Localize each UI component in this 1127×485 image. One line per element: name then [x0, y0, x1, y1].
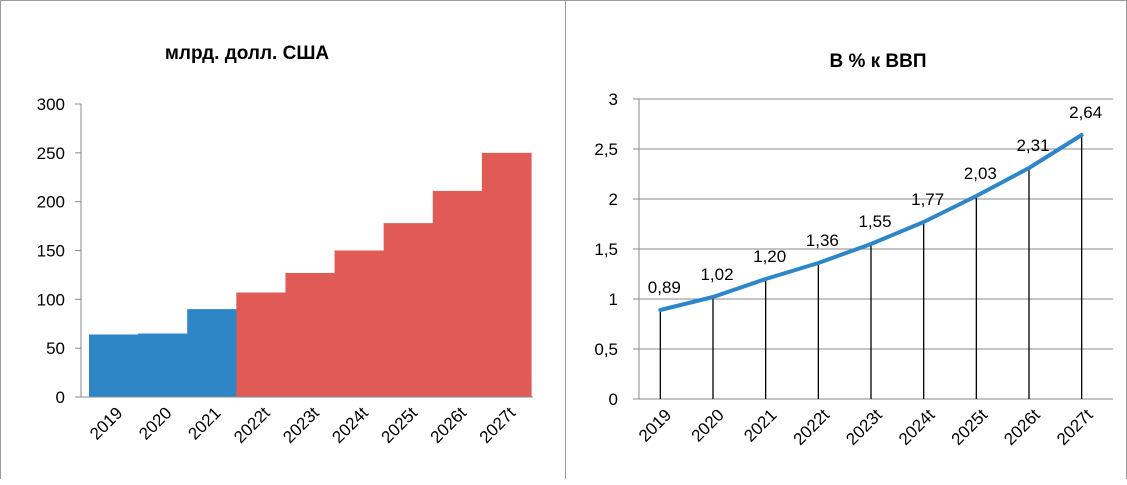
- x-tick-label: 2026t: [1000, 405, 1044, 449]
- bar: [481, 152, 532, 397]
- x-tick-label: 2027t: [476, 403, 520, 447]
- left-chart-panel: млрд. долл. США 0 50 100 150 200 250 300 2019 202…: [0, 0, 565, 479]
- y-tick-label: 2,5: [594, 140, 618, 159]
- data-label: 0,89: [648, 278, 681, 297]
- bar: [432, 190, 483, 397]
- chart-title: млрд. долл. США: [165, 43, 330, 64]
- data-label: 1,02: [700, 265, 733, 284]
- bar: [334, 250, 385, 397]
- x-tick-label: 2023t: [842, 405, 886, 449]
- x-tick-label: 2019: [86, 403, 126, 443]
- x-tick-label: 2023t: [279, 403, 323, 447]
- y-tick-label: 300: [37, 95, 65, 114]
- x-tick-label: 2024t: [328, 403, 372, 447]
- y-tick-label: 3: [609, 90, 618, 109]
- line-chart: В % к ВВП 0 0,5 1 1,5 2 2,5 3 0,89 1,02 1,20 1,36 1,…: [594, 51, 1113, 449]
- x-tick-label: 2022t: [790, 405, 834, 449]
- chart-title: В % к ВВП: [829, 51, 926, 72]
- x-tick-label: 2020: [688, 405, 728, 445]
- bar: [89, 334, 139, 397]
- data-label: 2,64: [1069, 103, 1102, 122]
- y-tick-label: 0: [56, 388, 65, 407]
- data-label: 1,55: [858, 212, 891, 231]
- y-tick-label: 2: [609, 190, 618, 209]
- x-tick-label: 2021: [740, 405, 780, 445]
- x-tick-label: 2024t: [895, 405, 939, 449]
- bar: [236, 292, 287, 397]
- y-tick-label: 200: [37, 193, 65, 212]
- x-tick-label: 2020: [135, 403, 175, 443]
- y-tick-label: 1: [609, 290, 618, 309]
- bar: [138, 333, 188, 397]
- data-label: 2,31: [1016, 136, 1049, 155]
- x-tick-label: 2019: [635, 405, 675, 445]
- right-chart-panel: В % к ВВП 0 0,5 1 1,5 2 2,5 3 0,89 1,02 1,20 1,36 1,…: [565, 0, 1127, 479]
- y-tick-label: 0: [609, 390, 618, 409]
- data-label: 1,20: [753, 247, 786, 266]
- data-label: 1,77: [911, 190, 944, 209]
- x-tick-label: 2025t: [378, 403, 422, 447]
- bar: [285, 272, 336, 397]
- x-tick-label: 2025t: [948, 405, 992, 449]
- bar: [383, 223, 434, 397]
- y-tick-label: 50: [46, 339, 65, 358]
- data-label: 1,36: [806, 231, 839, 250]
- x-tick-label: 2027t: [1053, 405, 1097, 449]
- y-tick-label: 250: [37, 144, 65, 163]
- x-tick-label: 2021: [184, 403, 224, 443]
- series-line: [658, 133, 1084, 312]
- x-tick-label: 2022t: [230, 403, 274, 447]
- x-tick-label: 2026t: [427, 403, 471, 447]
- data-label: 2,03: [964, 164, 997, 183]
- y-tick-label: 150: [37, 242, 65, 261]
- bar: [187, 309, 237, 397]
- y-tick-label: 0,5: [594, 340, 618, 359]
- y-tick-label: 100: [37, 290, 65, 309]
- y-tick-label: 1,5: [594, 240, 618, 259]
